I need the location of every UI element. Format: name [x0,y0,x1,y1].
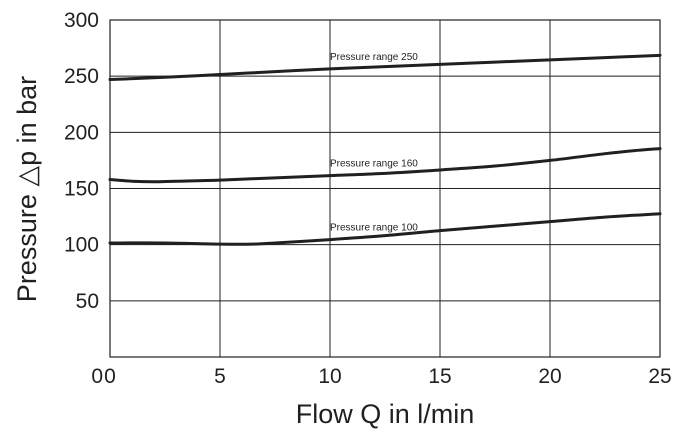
x-tick-labels: 0 5 10 15 20 25 [104,365,672,388]
y-tick-label: 250 [64,65,99,88]
x-tick-label: 20 [538,365,561,388]
curve-labels: Pressure range 250 Pressure range 160 Pres… [330,52,418,234]
y-tick-label: 0 [91,365,103,388]
y-tick-label: 150 [64,178,99,201]
y-tick-label: 100 [64,234,99,257]
y-tick-label: 200 [64,121,99,144]
x-tick-label: 10 [318,365,341,388]
x-tick-label: 0 [104,365,116,388]
series-layer [108,53,662,246]
grid [110,20,660,357]
y-tick-label: 300 [64,9,99,32]
y-tick-label: 50 [76,290,99,313]
series-label: Pressure range 250 [330,52,418,63]
series-line [108,212,662,246]
x-axis-title: Flow Q in l/min [296,399,475,429]
x-tick-label: 5 [214,365,226,388]
x-tick-label: 25 [648,365,671,388]
series-line [108,53,662,82]
series-label: Pressure range 100 [330,223,418,234]
x-tick-label: 15 [428,365,451,388]
plot-frame [109,19,661,358]
y-tick-labels: 0 50 100 150 200 250 300 [64,9,103,388]
series-label: Pressure range 160 [330,159,418,170]
y-axis-title: Pressure △p in bar [12,76,42,302]
series-line [108,147,662,184]
